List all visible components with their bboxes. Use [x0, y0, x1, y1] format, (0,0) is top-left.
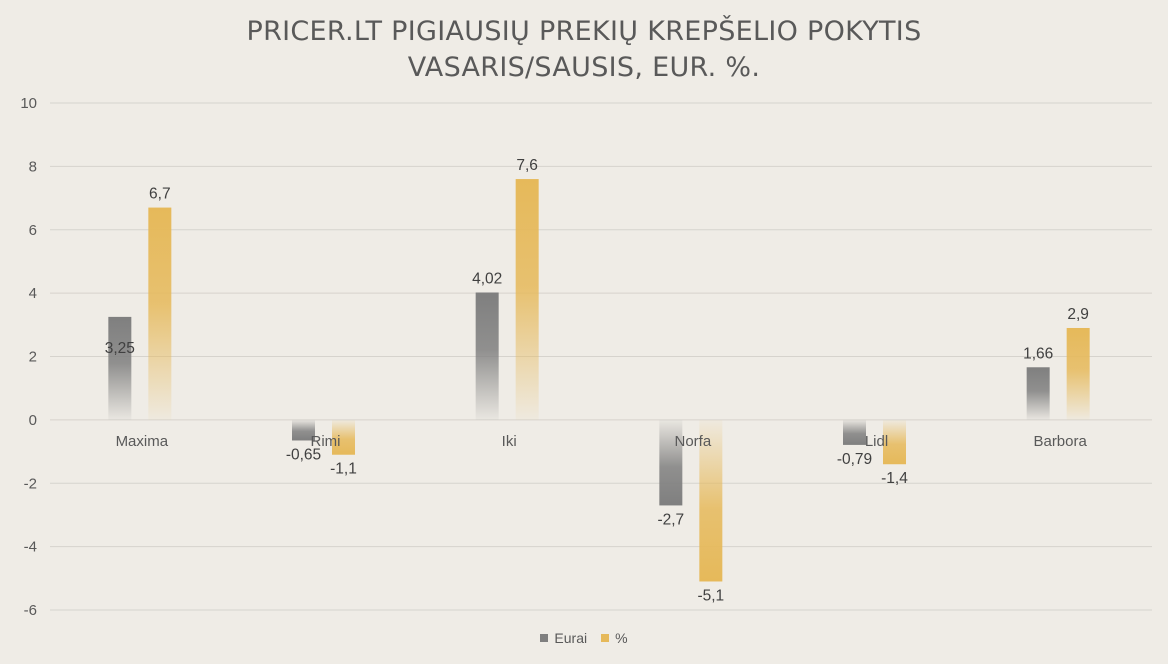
x-category-label: Norfa [674, 433, 711, 450]
x-category-label: Iki [502, 433, 517, 450]
bar-percent [148, 207, 172, 420]
data-label: -1,1 [330, 461, 357, 478]
y-tick-label: -4 [24, 539, 37, 556]
legend-swatch-percent [601, 634, 610, 642]
bar-percent [515, 179, 539, 420]
x-category-label: Barbora [1033, 433, 1087, 450]
x-category-label: Maxima [116, 433, 169, 450]
chart-title: PRICER.LT PIGIAUSIŲ PREKIŲ KREPŠELIO POK… [0, 14, 1168, 86]
data-label: 2,9 [1067, 306, 1089, 323]
bar-eurai [292, 419, 315, 441]
bar-percent [699, 419, 723, 582]
bar-eurai [108, 316, 132, 420]
chart-title-line-1: PRICER.LT PIGIAUSIŲ PREKIŲ KREPŠELIO POK… [246, 16, 922, 47]
y-tick-label: 8 [29, 158, 37, 175]
data-label: -1,4 [881, 470, 908, 487]
data-label: -2,7 [657, 511, 684, 528]
x-category-label: Lidl [865, 433, 888, 450]
bar-percent [332, 419, 355, 455]
y-tick-label: 2 [29, 349, 37, 366]
y-tick-label: -6 [24, 602, 37, 619]
legend-item-eurai: Eurai [540, 630, 587, 646]
data-label: 7,6 [516, 157, 538, 174]
x-category-label: Rimi [311, 433, 341, 450]
legend-item-percent: % [601, 630, 628, 646]
chart-title-line-2: VASARIS/SAUSIS, EUR. %. [407, 52, 761, 83]
data-label: 1,66 [1023, 345, 1053, 362]
bar-eurai [1026, 367, 1050, 420]
data-label: 3,25 [105, 340, 135, 357]
legend-label-eurai: Eurai [554, 630, 588, 646]
legend-swatch-eurai [540, 634, 549, 642]
data-label: -0,79 [837, 451, 872, 468]
bar-eurai [475, 292, 499, 420]
y-tick-label: 10 [20, 95, 37, 112]
bar-percent [883, 419, 906, 465]
legend-label-percent: % [615, 630, 628, 646]
y-tick-label: 0 [29, 412, 37, 429]
data-label: 6,7 [149, 186, 171, 203]
data-label: -0,65 [286, 446, 321, 463]
data-label: -5,1 [697, 587, 724, 604]
y-tick-label: 6 [29, 222, 37, 239]
y-tick-label: 4 [29, 285, 37, 302]
legend: Eurai % [0, 630, 1168, 646]
data-label: 4,02 [472, 270, 502, 287]
bar-eurai [659, 419, 683, 506]
bar-eurai [843, 419, 866, 445]
bar-percent [1066, 327, 1090, 420]
y-tick-label: -2 [24, 475, 37, 492]
